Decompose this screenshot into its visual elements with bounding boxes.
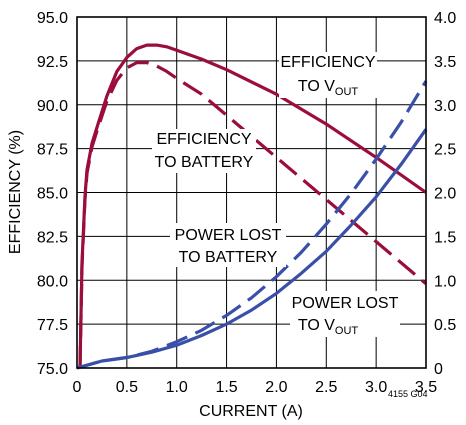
y-left-tick-label: 77.5 <box>37 317 68 334</box>
y-left-tick-label: 85.0 <box>37 186 68 203</box>
y-right-tick-label: 1.5 <box>434 229 456 246</box>
x-tick-label: 1.0 <box>166 379 188 396</box>
annotation-efficiency-to-vout-line2: TO VOUT <box>298 78 359 98</box>
annotation-power-lost-to-vout-line2: TO VOUT <box>298 317 359 337</box>
annotation-power-lost-to-vout: POWER LOST TO VOUT <box>290 291 400 337</box>
y-left-tick-label: 92.5 <box>37 54 68 71</box>
plot-frame <box>76 16 427 369</box>
x-tick-label: 0.5 <box>116 379 138 396</box>
annotation-power-lost-to-battery-line2: TO BATTERY <box>179 249 278 266</box>
annotation-efficiency-to-battery: EFFICIENCY TO BATTERY <box>152 129 256 173</box>
x-tick-label: 3.5 <box>415 379 437 396</box>
y-left-tick-label: 95.0 <box>37 10 68 27</box>
annotation-efficiency-to-battery-line2: TO BATTERY <box>155 154 254 171</box>
y-right-tick-label: 2.5 <box>434 142 456 159</box>
figure-id: 4155 G04 <box>388 389 428 399</box>
y-left-tick-label: 87.5 <box>37 142 68 159</box>
series-power-lost-to-vout <box>76 128 428 370</box>
data-series <box>76 43 428 370</box>
tick-labels: 0 0.5 1.0 1.5 2.0 2.5 3.0 3.5 75.0 77.5 80.0 82.5 85… <box>37 10 456 396</box>
y-right-tick-label: 3.0 <box>434 98 456 115</box>
y-right-tick-label: 4.0 <box>434 10 456 27</box>
x-tick-label: 1.5 <box>215 379 237 396</box>
annotation-power-lost-to-vout-line1: POWER LOST <box>292 295 399 312</box>
y-right-tick-label: 0 <box>434 361 443 378</box>
annotation-efficiency-to-vout-line1: EFFICIENCY <box>280 54 375 71</box>
annotation-efficiency-to-battery-line1: EFFICIENCY <box>156 131 251 148</box>
y-right-tick-label: 2.0 <box>434 186 456 203</box>
y-left-tick-label: 80.0 <box>37 273 68 290</box>
y-right-tick-label: 3.5 <box>434 54 456 71</box>
y-left-tick-label: 82.5 <box>37 229 68 246</box>
y-right-tick-label: 0.5 <box>434 317 456 334</box>
annotation-efficiency-to-vout: EFFICIENCY TO VOUT <box>279 52 377 98</box>
y-axis-title-left: EFFICIENCY (%) <box>7 130 24 254</box>
x-axis-title: CURRENT (A) <box>199 403 303 420</box>
series-efficiency-to-battery <box>78 61 428 369</box>
x-tick-label: 3.0 <box>365 379 387 396</box>
y-left-tick-label: 75.0 <box>37 361 68 378</box>
y-right-tick-label: 1.0 <box>434 273 456 290</box>
x-tick-label: 2.5 <box>315 379 337 396</box>
series-power-lost-to-battery <box>76 80 428 370</box>
annotation-power-lost-to-battery: POWER LOST TO BATTERY <box>170 223 286 267</box>
annotation-power-lost-to-battery-line1: POWER LOST <box>175 227 282 244</box>
y-left-tick-label: 90.0 <box>37 98 68 115</box>
x-tick-label: 2.0 <box>265 379 287 396</box>
x-tick-label: 0 <box>73 379 82 396</box>
